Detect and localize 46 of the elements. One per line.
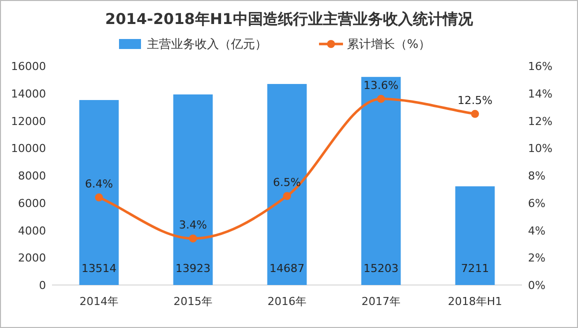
y2-tick-label: 2% [528,252,546,265]
point [95,193,103,202]
bar [361,76,401,285]
y-tick-label: 8000 [18,170,46,182]
point [471,110,479,118]
chart-title: 2014-2018年H1中国造纸行业主营业务收入统计情况 [105,10,474,28]
legend-label: 累计增长（%） [347,37,430,51]
data-label: 14687 [270,262,304,275]
point [283,192,291,200]
x-tick-label: 2014年 [80,295,118,308]
bar [79,100,119,285]
y2-tick-label: 16% [528,60,552,73]
y-tick-label: 0 [39,279,46,292]
data-label: 12.5% [458,94,492,107]
x-tick-label: 2018年H1 [448,295,502,308]
data-label: 13514 [82,262,116,275]
point [189,234,197,242]
bar [267,84,307,285]
y2-tick-label: 14% [528,87,552,100]
data-label: 13.6% [364,78,398,92]
y-tick-label: 16000 [11,60,46,73]
data-label: 15203 [364,262,398,275]
x-tick-label: 2017年 [362,295,400,308]
y2-tick-label: 0% [528,279,546,292]
point [377,94,385,103]
y2-tick-label: 4% [528,224,546,238]
y-tick-label: 6000 [18,196,46,210]
y-tick-label: 2000 [18,252,46,265]
y2-tick-label: 6% [528,196,546,210]
data-label: 13923 [176,262,210,275]
legend-label: 主营业务收入（亿元） [147,37,267,51]
y2-tick-label: 12% [528,114,552,128]
data-label: 6.5% [273,176,301,190]
y-tick-label: 10000 [11,142,46,156]
data-label: 3.4% [179,218,207,232]
x-tick-label: 2016年 [268,295,306,308]
bar [455,186,495,285]
data-label: 6.4% [85,177,113,190]
y-tick-label: 4000 [18,224,46,238]
y2-tick-label: 8% [528,170,546,182]
data-label: 7211 [461,262,489,275]
x-tick-label: 2015年 [174,295,212,308]
y2-tick-label: 10% [528,142,552,156]
bar [173,94,213,285]
y-tick-label: 14000 [11,87,46,100]
y-tick-label: 12000 [11,114,46,128]
